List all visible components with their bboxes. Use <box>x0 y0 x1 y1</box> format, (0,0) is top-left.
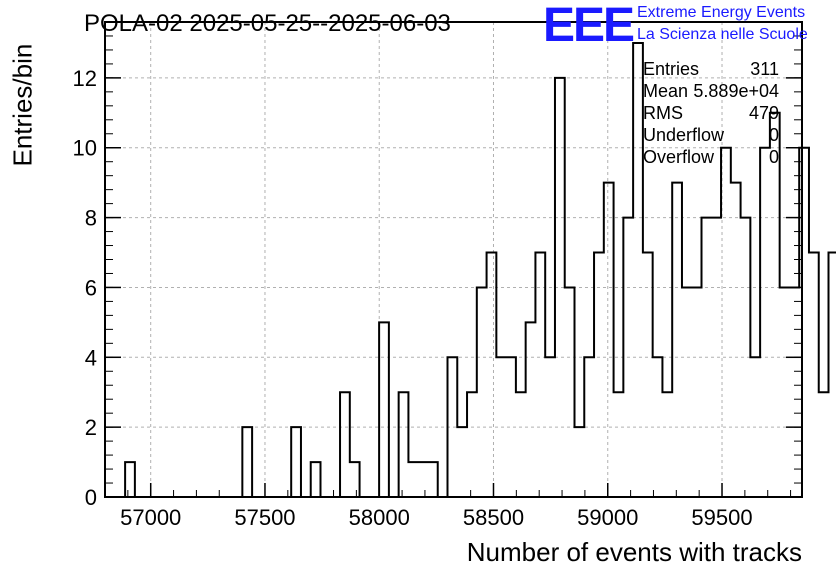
histogram-bin <box>662 392 672 497</box>
histogram-bin <box>702 218 712 497</box>
eee-logo: EEE <box>543 0 635 52</box>
y-tick-label: 0 <box>85 485 97 510</box>
x-tick-label: 57000 <box>120 505 181 530</box>
y-tick-label: 10 <box>73 136 97 161</box>
histogram-bin <box>770 113 780 497</box>
chart-title: POLA-02 2025-05-25--2025-06-03 <box>84 10 451 37</box>
stat-key: Mean <box>643 81 689 101</box>
histogram-bin <box>555 78 565 497</box>
histogram-bin <box>291 427 301 497</box>
histogram-bin <box>399 392 409 497</box>
stat-key: Overflow <box>643 147 715 167</box>
histogram-bin <box>457 427 467 497</box>
stat-overflow: Overflow 0 <box>643 147 779 169</box>
logo-line-1: Extreme Energy Events <box>637 4 806 21</box>
histogram-bin <box>799 148 809 497</box>
histogram-bin <box>545 357 555 497</box>
histogram-bin <box>672 183 682 497</box>
histogram-bin <box>809 253 819 497</box>
histogram-bin <box>711 218 721 497</box>
histogram-bin <box>487 253 497 497</box>
x-tick-label: 58000 <box>349 505 410 530</box>
y-tick-label: 4 <box>85 345 97 370</box>
x-tick-label: 57500 <box>234 505 295 530</box>
y-tick-label: 2 <box>85 415 97 440</box>
stat-rms: RMS 479 <box>643 103 779 125</box>
histogram-bin <box>584 357 594 497</box>
histogram-bin <box>526 322 536 497</box>
stat-value: 311 <box>750 59 779 79</box>
stat-value: 5.889e+04 <box>693 81 779 101</box>
stat-key: Underflow <box>643 125 725 145</box>
histogram-bin <box>311 462 321 497</box>
histogram-bin <box>448 357 458 497</box>
stats-box: Entries 311 Mean 5.889e+04 RMS 479 Under… <box>643 59 779 169</box>
histogram-bin <box>467 392 477 497</box>
histogram-bin <box>741 218 751 497</box>
histogram-bin <box>731 183 741 497</box>
histogram-bin <box>428 462 438 497</box>
stat-entries: Entries 311 <box>643 59 779 81</box>
histogram-bin <box>242 427 252 497</box>
histogram-bin <box>760 148 770 497</box>
logo-line-2: La Scienza nelle Scuole <box>637 26 808 43</box>
histogram-bin <box>682 287 692 497</box>
histogram-bin <box>535 253 545 497</box>
histogram-bin <box>633 43 643 497</box>
histogram-bin <box>780 287 790 497</box>
histogram-bin <box>653 357 663 497</box>
y-tick-label: 6 <box>85 275 97 300</box>
histogram-bin <box>340 392 350 497</box>
y-axis-ticks: 0 2 4 6 8 10 12 <box>73 35 802 510</box>
histogram-bin <box>789 287 799 497</box>
stat-underflow: Underflow 0 <box>643 125 779 147</box>
histogram-bin <box>125 462 135 497</box>
histogram-bin <box>819 392 829 497</box>
x-axis-label: Number of events with tracks <box>466 537 802 567</box>
histogram-bin <box>565 287 575 497</box>
histogram-bin <box>506 357 516 497</box>
stat-key: RMS <box>643 103 683 123</box>
histogram-bin <box>623 218 633 497</box>
y-axis-label: Entries/bin <box>7 43 38 167</box>
y-tick-label: 8 <box>85 206 97 231</box>
histogram-bin <box>750 357 760 497</box>
histogram-bin <box>408 462 418 497</box>
histogram-bin <box>829 253 836 497</box>
histogram-bin <box>379 322 389 497</box>
histogram-bin <box>643 253 653 497</box>
histogram-bin <box>418 462 428 497</box>
histogram-bin <box>594 253 604 497</box>
histogram-bin <box>477 287 487 497</box>
stat-value: 479 <box>748 103 779 123</box>
histogram-bin <box>516 392 526 497</box>
histogram-bin <box>604 183 614 497</box>
histogram-bin <box>614 392 624 497</box>
x-axis-ticks: 57000 57500 58000 58500 59000 59500 <box>104 483 792 530</box>
histogram-bin <box>350 462 360 497</box>
stat-value: 0 <box>768 147 779 167</box>
stat-mean: Mean 5.889e+04 <box>643 81 779 103</box>
histogram-bin <box>692 287 702 497</box>
histogram-bin <box>575 427 585 497</box>
x-tick-label: 59000 <box>577 505 638 530</box>
histogram-bin <box>496 357 506 497</box>
x-tick-label: 59500 <box>691 505 752 530</box>
x-tick-label: 58500 <box>463 505 524 530</box>
histogram-bin <box>721 148 731 497</box>
stat-value: 0 <box>768 125 779 145</box>
stat-key: Entries <box>643 59 700 79</box>
y-tick-label: 12 <box>73 66 97 91</box>
